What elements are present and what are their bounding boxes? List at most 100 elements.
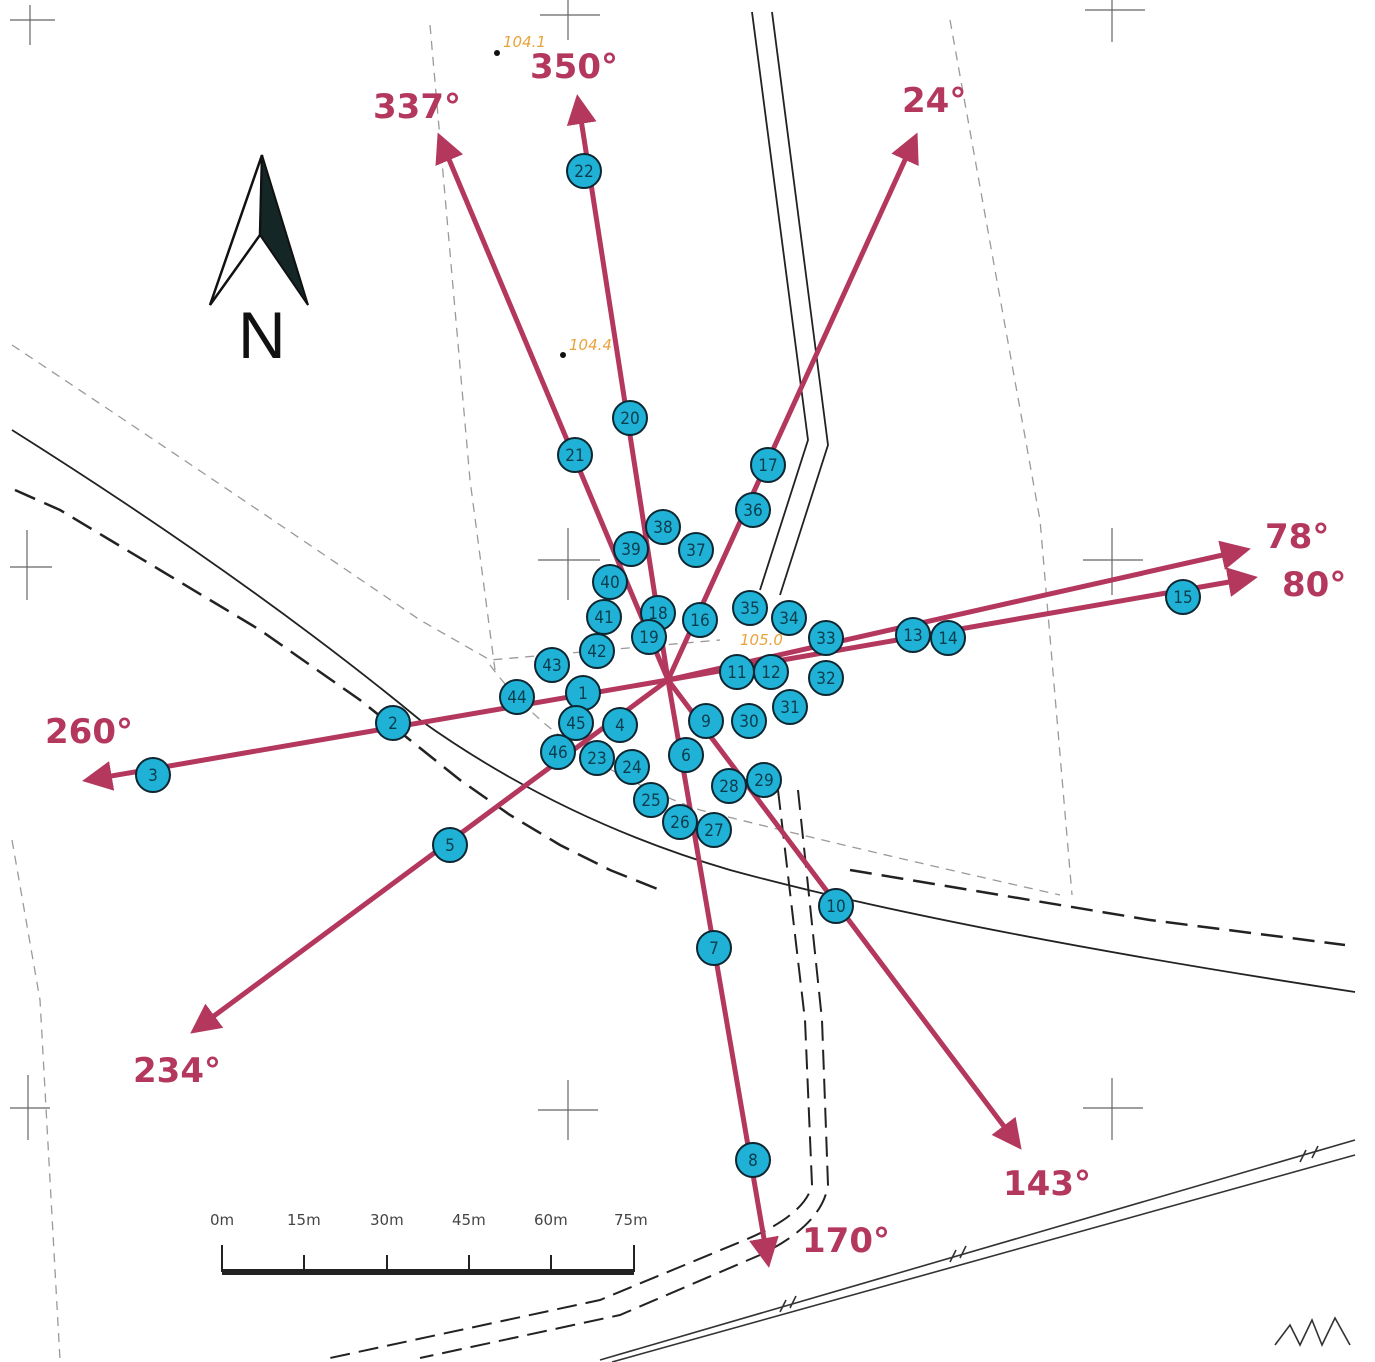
- survey-point-32[interactable]: 32: [808, 660, 844, 696]
- survey-point-3[interactable]: 3: [135, 757, 171, 793]
- survey-point-marker[interactable]: [696, 812, 732, 848]
- survey-point-marker[interactable]: [540, 734, 576, 770]
- survey-point-marker[interactable]: [432, 827, 468, 863]
- survey-point-37[interactable]: 37: [678, 532, 714, 568]
- survey-point-11[interactable]: 11: [719, 654, 755, 690]
- survey-point-25[interactable]: 25: [633, 782, 669, 818]
- survey-point-marker[interactable]: [631, 619, 667, 655]
- survey-point-marker[interactable]: [731, 703, 767, 739]
- survey-point-marker[interactable]: [633, 782, 669, 818]
- survey-point-marker[interactable]: [808, 620, 844, 656]
- survey-point-marker[interactable]: [602, 707, 638, 743]
- survey-point-46[interactable]: 46: [540, 734, 576, 770]
- survey-point-20[interactable]: 20: [612, 400, 648, 436]
- survey-point-42[interactable]: 42: [579, 633, 615, 669]
- survey-point-marker[interactable]: [592, 564, 628, 600]
- survey-point-marker[interactable]: [557, 437, 593, 473]
- survey-point-4[interactable]: 4: [602, 707, 638, 743]
- survey-point-marker[interactable]: [499, 679, 535, 715]
- survey-point-marker[interactable]: [558, 705, 594, 741]
- survey-point-16[interactable]: 16: [682, 602, 718, 638]
- survey-point-marker[interactable]: [735, 1142, 771, 1178]
- survey-point-marker[interactable]: [818, 888, 854, 924]
- survey-point-13[interactable]: 13: [895, 617, 931, 653]
- survey-point-marker[interactable]: [612, 400, 648, 436]
- survey-point-marker[interactable]: [753, 654, 789, 690]
- survey-point-label: 25: [641, 791, 660, 811]
- survey-point-marker[interactable]: [696, 930, 732, 966]
- survey-point-marker[interactable]: [614, 749, 650, 785]
- scale-tick-label: 15m: [287, 1211, 321, 1229]
- survey-point-label: 32: [816, 669, 835, 689]
- survey-point-34[interactable]: 34: [771, 600, 807, 636]
- survey-point-marker[interactable]: [808, 660, 844, 696]
- survey-point-36[interactable]: 36: [735, 492, 771, 528]
- survey-point-21[interactable]: 21: [557, 437, 593, 473]
- survey-point-marker[interactable]: [579, 633, 615, 669]
- survey-point-45[interactable]: 45: [558, 705, 594, 741]
- survey-point-marker[interactable]: [735, 492, 771, 528]
- survey-point-marker[interactable]: [534, 647, 570, 683]
- survey-point-7[interactable]: 7: [696, 930, 732, 966]
- survey-point-17[interactable]: 17: [750, 447, 786, 483]
- survey-point-41[interactable]: 41: [586, 599, 622, 635]
- survey-point-marker[interactable]: [645, 509, 681, 545]
- survey-point-35[interactable]: 35: [732, 590, 768, 626]
- survey-point-38[interactable]: 38: [645, 509, 681, 545]
- survey-point-marker[interactable]: [586, 599, 622, 635]
- survey-point-22[interactable]: 22: [566, 153, 602, 189]
- survey-point-marker[interactable]: [375, 705, 411, 741]
- survey-point-marker[interactable]: [682, 602, 718, 638]
- survey-point-5[interactable]: 5: [432, 827, 468, 863]
- survey-point-29[interactable]: 29: [746, 762, 782, 798]
- survey-point-marker[interactable]: [732, 590, 768, 626]
- survey-point-label: 26: [670, 813, 689, 833]
- survey-point-marker[interactable]: [135, 757, 171, 793]
- survey-point-marker[interactable]: [662, 804, 698, 840]
- survey-point-12[interactable]: 12: [753, 654, 789, 690]
- survey-point-marker[interactable]: [711, 768, 747, 804]
- survey-point-19[interactable]: 19: [631, 619, 667, 655]
- survey-point-label: 13: [903, 626, 922, 646]
- survey-point-10[interactable]: 10: [818, 888, 854, 924]
- survey-point-marker[interactable]: [772, 689, 808, 725]
- north-label: N: [238, 298, 286, 372]
- survey-point-44[interactable]: 44: [499, 679, 535, 715]
- survey-point-28[interactable]: 28: [711, 768, 747, 804]
- survey-point-marker[interactable]: [1165, 579, 1201, 615]
- survey-point-marker[interactable]: [613, 531, 649, 567]
- survey-point-14[interactable]: 14: [930, 620, 966, 656]
- survey-point-43[interactable]: 43: [534, 647, 570, 683]
- survey-point-label: 2: [388, 714, 398, 734]
- survey-point-9[interactable]: 9: [688, 703, 724, 739]
- survey-point-marker[interactable]: [579, 740, 615, 776]
- survey-point-6[interactable]: 6: [668, 737, 704, 773]
- survey-point-marker[interactable]: [750, 447, 786, 483]
- survey-point-marker[interactable]: [678, 532, 714, 568]
- survey-point-8[interactable]: 8: [735, 1142, 771, 1178]
- survey-point-2[interactable]: 2: [375, 705, 411, 741]
- survey-point-27[interactable]: 27: [696, 812, 732, 848]
- survey-point-23[interactable]: 23: [579, 740, 615, 776]
- survey-point-label: 45: [566, 714, 585, 734]
- survey-point-marker[interactable]: [566, 153, 602, 189]
- survey-point-31[interactable]: 31: [772, 689, 808, 725]
- survey-point-40[interactable]: 40: [592, 564, 628, 600]
- survey-point-33[interactable]: 33: [808, 620, 844, 656]
- survey-point-label: 1: [578, 684, 588, 704]
- survey-point-26[interactable]: 26: [662, 804, 698, 840]
- survey-point-marker[interactable]: [930, 620, 966, 656]
- survey-point-15[interactable]: 15: [1165, 579, 1201, 615]
- survey-point-30[interactable]: 30: [731, 703, 767, 739]
- survey-point-label: 27: [704, 821, 723, 841]
- survey-point-marker[interactable]: [688, 703, 724, 739]
- scale-bar: 0m 15m 30m 45m 60m 75m: [210, 1211, 648, 1275]
- survey-point-24[interactable]: 24: [614, 749, 650, 785]
- survey-point-label: 30: [739, 712, 758, 732]
- survey-point-39[interactable]: 39: [613, 531, 649, 567]
- survey-point-1[interactable]: 1: [565, 675, 601, 711]
- survey-point-marker[interactable]: [895, 617, 931, 653]
- survey-point-marker[interactable]: [771, 600, 807, 636]
- survey-point-marker[interactable]: [746, 762, 782, 798]
- survey-point-marker[interactable]: [668, 737, 704, 773]
